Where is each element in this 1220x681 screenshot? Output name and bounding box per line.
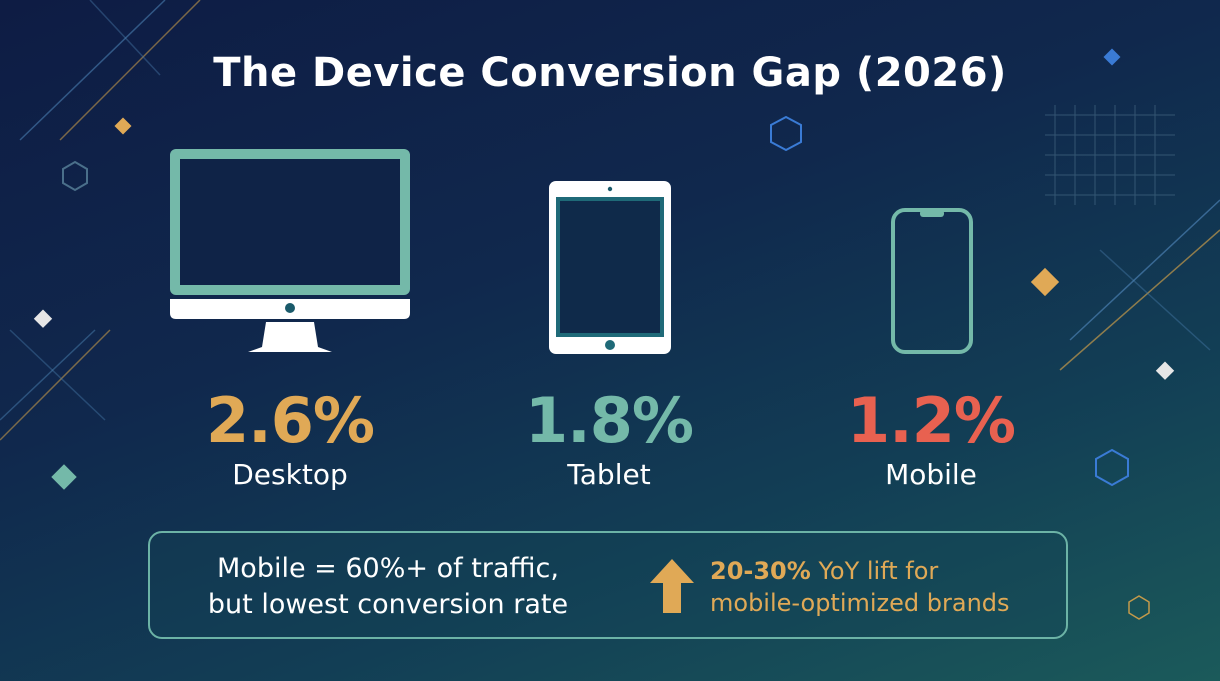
mobile-label: Mobile [885,458,977,491]
desktop-label: Desktop [232,458,348,491]
stat-desktop: 2.6% Desktop [140,385,440,493]
desktop-rate: 2.6% [206,384,375,457]
tablet-icon [549,181,671,354]
callout-box: Mobile = 60%+ of traffic, but lowest con… [148,531,1068,639]
stat-mobile: 1.2% Mobile [781,385,1081,493]
traffic-note-line2: but lowest conversion rate [207,589,569,620]
stat-tablet: 1.8% Tablet [459,385,759,493]
traffic-note-line1: Mobile = 60%+ of traffic, [217,553,559,584]
lift-note: 20-30% YoY lift for mobile-optimized bra… [710,555,1010,619]
mobile-rate: 1.2% [847,384,1016,457]
traffic-note: Mobile = 60%+ of traffic, but lowest con… [168,551,608,623]
smartphone-icon [891,208,973,354]
desktop-monitor-icon [170,149,410,352]
arrow-up-icon [650,559,694,613]
lift-highlight: 20-30% [710,557,811,585]
page-title: The Device Conversion Gap (2026) [213,50,1007,96]
grid-pattern [1045,105,1175,205]
tablet-label: Tablet [567,458,651,491]
lift-text-line2: mobile-optimized brands [710,589,1010,617]
lift-text: YoY lift for [810,557,939,585]
tablet-rate: 1.8% [525,384,694,457]
